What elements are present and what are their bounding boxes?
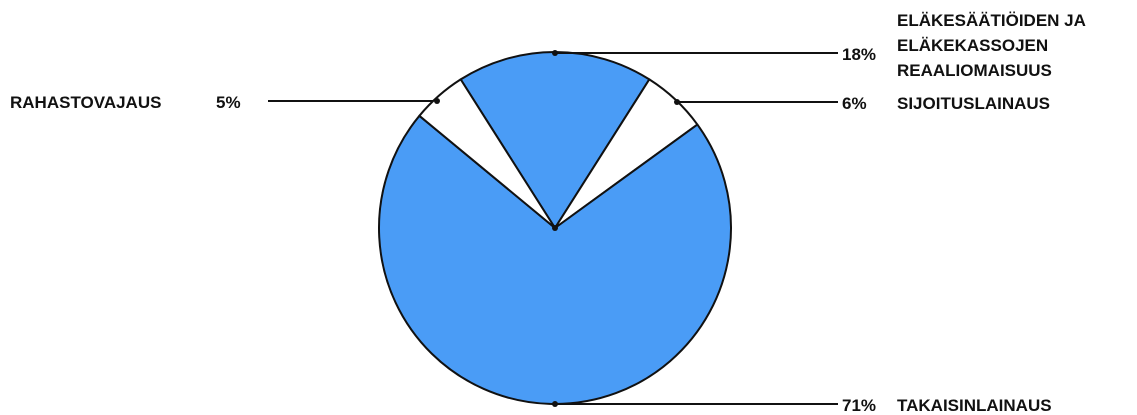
- marker-dot-top: [552, 50, 558, 56]
- marker-dot-center: [552, 225, 558, 231]
- slice-name-sijoituslainaus: SIJOITUSLAINAUS: [897, 94, 1050, 113]
- slice-name-eläkesäätiöt-line2: ELÄKEKASSOJEN: [897, 36, 1048, 55]
- slice-rahastovajaus: [418, 78, 556, 229]
- slice-pct-label-sijoituslainaus: 6%: [842, 94, 867, 113]
- marker-dot-rahasto: [434, 98, 440, 104]
- slice-name-takaisinlainaus: TAKAISINLAINAUS: [897, 396, 1052, 415]
- marker-dot-bottom: [552, 401, 558, 407]
- slice-name-eläkesäätiöt-line1: ELÄKESÄÄTIÖIDEN JA: [897, 11, 1086, 30]
- slice-pct-label-eläkesäätiöt: 18%: [842, 45, 876, 64]
- marker-dot-sijoitus: [674, 99, 680, 105]
- slice-takaisinlainaus: [378, 114, 732, 405]
- slice-name-rahastovajaus: RAHASTOVAJAUS: [10, 93, 161, 112]
- leader-lines: [268, 50, 838, 407]
- pie-slices: [378, 51, 732, 405]
- slice-pct-label-takaisinlainaus: 71%: [842, 396, 876, 415]
- slice-name-eläkesäätiöt-line3: REAALIOMAISUUS: [897, 61, 1052, 80]
- slice-pct-label-rahastovajaus: 5%: [216, 93, 241, 112]
